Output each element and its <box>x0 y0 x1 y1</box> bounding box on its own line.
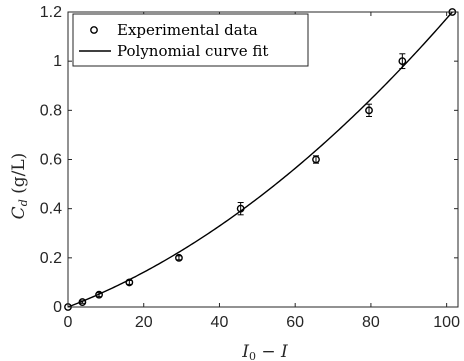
legend-box <box>72 13 309 67</box>
fit-curve <box>67 11 453 308</box>
y-axis-title: Cd (g/L) <box>9 153 30 220</box>
x-tick-label: 0 <box>64 314 73 331</box>
data-point <box>312 155 320 164</box>
x-tick-label: 40 <box>211 314 229 331</box>
x-tick-label: 20 <box>135 314 153 331</box>
y-tick-label: 0.8 <box>40 102 62 119</box>
x-tick-label: 60 <box>286 314 304 331</box>
data-point <box>398 57 407 66</box>
plot-area <box>64 8 457 311</box>
legend: Experimental data Polynomial curve fit <box>72 13 309 67</box>
legend-label-experimental: Experimental data <box>117 21 258 39</box>
data-point <box>175 253 183 262</box>
legend-marker-experimental <box>90 26 98 34</box>
y-tick-label: 1 <box>53 53 62 70</box>
data-point <box>78 298 87 306</box>
data-point <box>125 278 134 287</box>
y-tick-label: 0.4 <box>40 201 62 218</box>
ticks: 0 20 40 60 80 100 0 0.2 0.4 0.6 0.8 1 1.2 <box>40 4 460 331</box>
y-tick-label: 1.2 <box>40 4 62 21</box>
y-tick-label: 0.6 <box>40 152 62 169</box>
x-axis-title: I0 − I <box>241 342 288 361</box>
x-tick-label: 80 <box>362 314 380 331</box>
data-point <box>365 106 373 115</box>
y-tick-label: 0.2 <box>40 250 62 267</box>
x-tick-label: 100 <box>433 314 460 331</box>
y-tick-label: 0 <box>53 299 62 316</box>
legend-label-fit: Polynomial curve fit <box>117 42 268 60</box>
data-point <box>236 204 245 213</box>
data-point <box>95 290 103 299</box>
